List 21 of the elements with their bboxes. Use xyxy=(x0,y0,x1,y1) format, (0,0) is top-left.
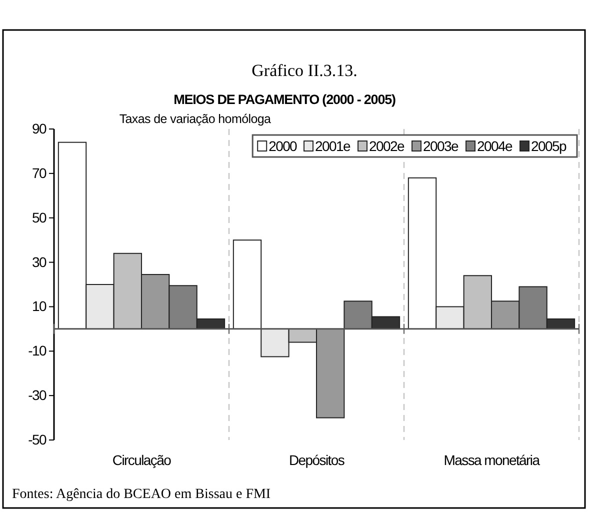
y-tick-label: -30 xyxy=(28,387,48,404)
y-tick-label: 50 xyxy=(32,209,47,226)
chart-subtitle: MEIOS DE PAGAMENTO (2000 - 2005) xyxy=(174,92,396,107)
x-tick-label: Circulação xyxy=(112,452,172,468)
chart-title: Gráfico II.3.13. xyxy=(252,61,358,80)
legend-label: 2005p xyxy=(531,138,567,154)
y-tick-label: 10 xyxy=(32,298,47,314)
y-tick-label: -10 xyxy=(28,342,48,359)
y-tick-label: 70 xyxy=(32,164,47,181)
x-tick-label: Depósitos xyxy=(288,452,345,468)
legend-label: 2001e xyxy=(315,138,351,154)
legend-label: 2003e xyxy=(423,138,459,154)
y-axis-title: Taxas de variação homóloga xyxy=(119,112,272,126)
legend-label: 2004e xyxy=(477,138,513,154)
legend-label: 2000 xyxy=(268,138,298,154)
x-tick-label: Massa monetária xyxy=(444,452,540,468)
y-tick-label: -50 xyxy=(28,431,48,448)
text: Fontes: Agência do BCEAO em Bissau e FMI xyxy=(12,487,271,502)
legend-label: 2002e xyxy=(369,138,405,154)
y-tick-label: 30 xyxy=(32,254,47,270)
y-tick-label: 90 xyxy=(32,120,47,136)
